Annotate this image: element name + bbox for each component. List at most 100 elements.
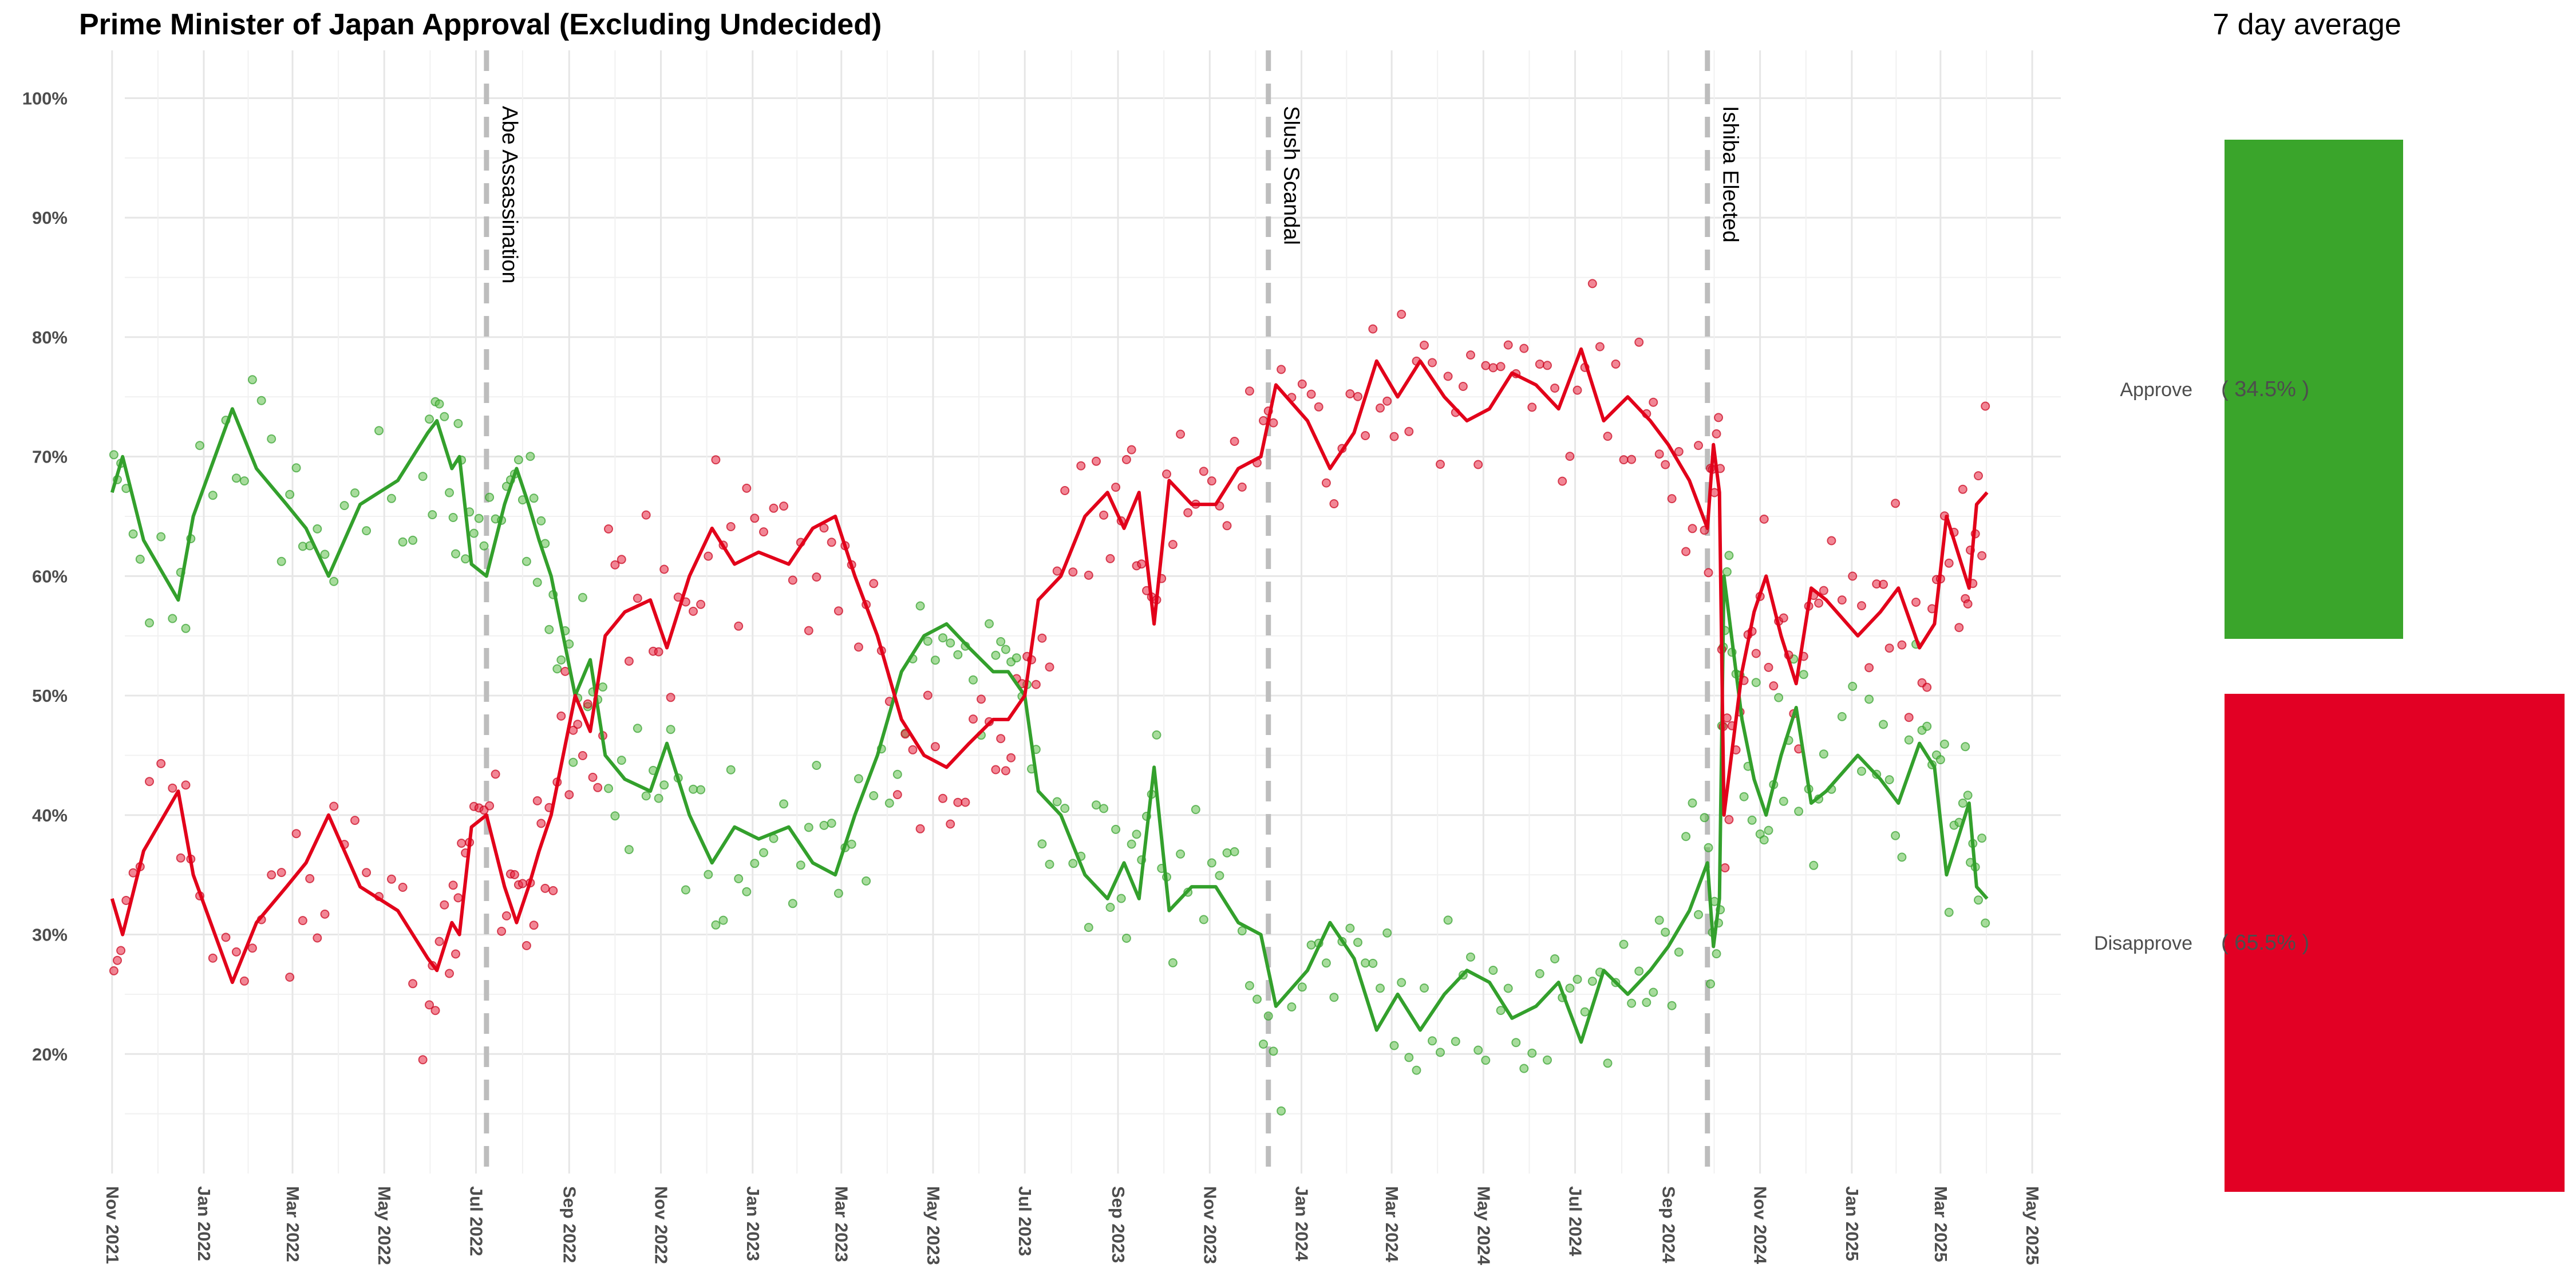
approve-point bbox=[1237, 926, 1247, 936]
approve-point bbox=[1092, 800, 1101, 810]
disapprove-point bbox=[1922, 682, 1932, 692]
approve-point bbox=[256, 396, 266, 405]
disapprove-point bbox=[1481, 361, 1491, 370]
disapprove-point bbox=[1306, 389, 1316, 399]
approve-point bbox=[946, 638, 955, 648]
disapprove-point bbox=[231, 947, 241, 957]
x-tick-label: Mar 2024 bbox=[1382, 1186, 1402, 1262]
approve-point bbox=[1837, 712, 1847, 721]
disapprove-point bbox=[1389, 432, 1399, 441]
approve-point bbox=[1287, 1002, 1297, 1012]
disapprove-point bbox=[156, 758, 166, 768]
approve-point bbox=[320, 550, 330, 559]
disapprove-point bbox=[109, 966, 118, 975]
disapprove-point bbox=[1954, 623, 1964, 633]
approve-point bbox=[996, 637, 1006, 646]
approve-point bbox=[1619, 939, 1629, 949]
disapprove-point bbox=[564, 790, 574, 800]
approve-point bbox=[915, 601, 925, 611]
disapprove-point bbox=[583, 699, 592, 709]
approve-point bbox=[418, 472, 428, 481]
disapprove-point bbox=[285, 973, 295, 982]
approve-point bbox=[1277, 1106, 1286, 1116]
approve-point bbox=[208, 491, 218, 500]
approve-point bbox=[1848, 682, 1858, 691]
approve-point bbox=[1353, 938, 1362, 947]
approve-point bbox=[1764, 825, 1773, 835]
approve-point bbox=[485, 492, 495, 502]
approve-point bbox=[239, 476, 249, 486]
disapprove-point bbox=[1368, 324, 1378, 334]
approve-point bbox=[1368, 958, 1378, 968]
disapprove-point bbox=[181, 780, 191, 790]
approve-point bbox=[1527, 1048, 1537, 1058]
approve-point bbox=[434, 399, 444, 409]
approve-point bbox=[1001, 645, 1010, 654]
approve-point bbox=[453, 418, 463, 428]
approve-point bbox=[313, 524, 322, 534]
y-tick-label: 30% bbox=[32, 925, 68, 945]
approve-point bbox=[1012, 653, 1021, 663]
approve-point bbox=[350, 488, 359, 498]
disapprove-point bbox=[1543, 361, 1552, 370]
approve-point bbox=[1694, 910, 1703, 919]
disapprove-point bbox=[624, 657, 634, 666]
approve-point bbox=[689, 784, 698, 794]
disapprove-point bbox=[1329, 499, 1339, 508]
disapprove-line bbox=[110, 347, 1989, 984]
disapprove-point bbox=[1603, 432, 1613, 441]
disapprove-point bbox=[1674, 447, 1684, 456]
disapprove-point bbox=[1819, 586, 1828, 595]
disapprove-point bbox=[1595, 342, 1605, 351]
disapprove-point bbox=[517, 879, 527, 888]
approve-point bbox=[1779, 796, 1788, 806]
disapprove-point bbox=[604, 524, 613, 534]
disapprove-point bbox=[1111, 483, 1121, 492]
approve-point bbox=[195, 441, 204, 451]
disapprove-point bbox=[1573, 385, 1582, 395]
approve-point bbox=[1428, 1036, 1437, 1046]
x-tick-label: Jan 2025 bbox=[1842, 1186, 1862, 1261]
y-tick-label: 60% bbox=[32, 566, 68, 586]
disapprove-point bbox=[1827, 536, 1836, 546]
disapprove-point bbox=[116, 946, 126, 955]
disapprove-point bbox=[1550, 384, 1560, 393]
approve-point bbox=[362, 526, 372, 536]
disapprove-point bbox=[1496, 362, 1506, 372]
approve-point bbox=[1404, 1053, 1414, 1062]
x-tick-label: Jul 2024 bbox=[1566, 1186, 1586, 1257]
disapprove-point bbox=[804, 626, 813, 635]
approve-value: ( 34.5% ) bbox=[2221, 377, 2309, 401]
disapprove-point bbox=[1704, 568, 1713, 578]
disapprove-point bbox=[1724, 815, 1734, 824]
approve-point bbox=[1382, 928, 1392, 938]
approve-point bbox=[1704, 843, 1713, 852]
approve-point bbox=[247, 375, 257, 385]
y-tick-label: 50% bbox=[32, 686, 68, 706]
approve-point bbox=[659, 780, 669, 790]
x-tick-label: Nov 2021 bbox=[102, 1186, 123, 1264]
approve-point bbox=[398, 537, 408, 547]
x-tick-label: Jul 2022 bbox=[466, 1186, 486, 1256]
approve-point bbox=[1809, 860, 1819, 870]
disapprove-point bbox=[915, 824, 925, 833]
approve-point bbox=[181, 623, 191, 633]
approve-point bbox=[1451, 1037, 1460, 1046]
disapprove-point bbox=[418, 1055, 428, 1065]
disapprove-point bbox=[1649, 397, 1658, 407]
approve-point bbox=[610, 811, 620, 821]
disapprove-point bbox=[267, 870, 276, 880]
disapprove-point bbox=[633, 594, 642, 603]
approve-point bbox=[654, 793, 663, 803]
approve-point bbox=[536, 516, 546, 526]
disapprove-point bbox=[1137, 559, 1147, 569]
approve-point bbox=[1052, 797, 1062, 807]
approve-point bbox=[285, 489, 295, 499]
disapprove-point bbox=[654, 647, 663, 657]
approve-point bbox=[1857, 767, 1866, 776]
disapprove-point bbox=[991, 765, 1001, 775]
approve-point bbox=[1127, 839, 1136, 849]
approve-point bbox=[953, 650, 963, 659]
disapprove-point bbox=[946, 819, 955, 829]
approve-point bbox=[1503, 983, 1513, 993]
